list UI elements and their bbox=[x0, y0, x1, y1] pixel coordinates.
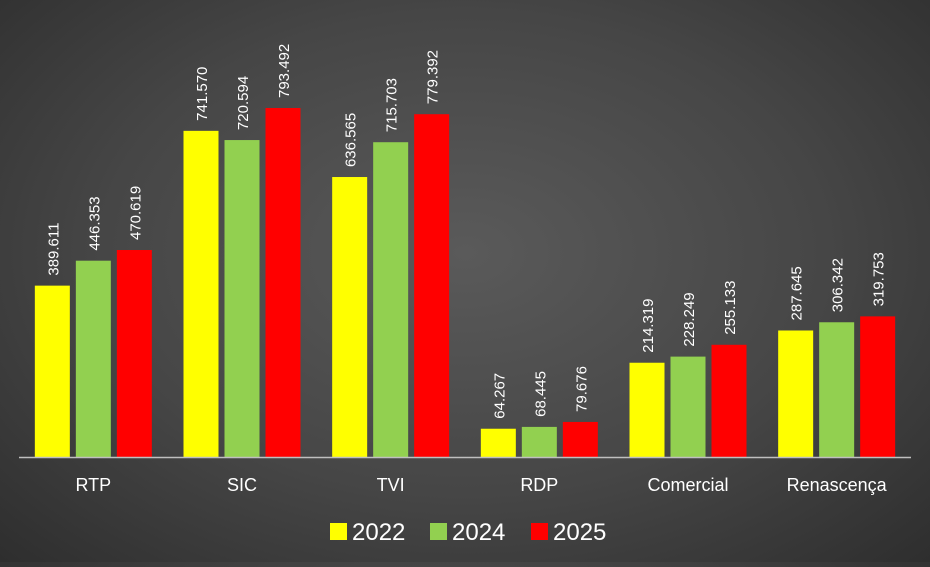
legend-swatch-2022 bbox=[330, 523, 347, 540]
x-tick-label: SIC bbox=[227, 475, 257, 495]
data-label: 255.133 bbox=[722, 281, 739, 335]
bar-2024-comercial bbox=[670, 356, 706, 457]
data-label: 64.267 bbox=[491, 373, 508, 419]
data-label: 741.570 bbox=[194, 67, 211, 121]
data-label: 389.611 bbox=[45, 223, 62, 276]
bar-2022-rdp bbox=[480, 428, 516, 457]
bar-2024-rdp bbox=[521, 426, 557, 457]
bar-2024-renascença bbox=[819, 322, 855, 457]
bar-2022-comercial bbox=[629, 362, 665, 457]
bar-2025-sic bbox=[265, 108, 301, 457]
data-label: 214.319 bbox=[640, 299, 657, 353]
bar-2025-rdp bbox=[562, 421, 598, 457]
data-label: 68.445 bbox=[532, 371, 549, 417]
data-label: 715.703 bbox=[384, 78, 401, 132]
data-label: 793.492 bbox=[276, 44, 293, 98]
data-label: 636.565 bbox=[343, 113, 360, 167]
bar-2022-renascença bbox=[778, 330, 814, 457]
data-label: 720.594 bbox=[235, 76, 252, 130]
bar-2024-rtp bbox=[75, 260, 111, 457]
data-label: 306.342 bbox=[830, 258, 847, 312]
x-tick-label: TVI bbox=[377, 475, 405, 495]
data-label: 446.353 bbox=[86, 196, 103, 250]
bar-2025-tvi bbox=[414, 114, 450, 458]
legend-label-2024: 2024 bbox=[452, 519, 505, 546]
x-tick-label: Comercial bbox=[647, 475, 728, 495]
bar-2025-rtp bbox=[116, 250, 152, 457]
data-label: 779.392 bbox=[425, 50, 442, 104]
bar-2022-rtp bbox=[34, 285, 70, 457]
legend-swatch-2025 bbox=[531, 523, 548, 540]
legend-swatch-2024 bbox=[430, 523, 447, 540]
x-tick-label: Renascença bbox=[787, 475, 888, 495]
bar-2025-renascença bbox=[860, 316, 896, 457]
x-tick-label: RTP bbox=[75, 475, 111, 495]
bar-2024-sic bbox=[224, 140, 260, 458]
bar-2024-tvi bbox=[373, 142, 409, 457]
legend-label-2025: 2025 bbox=[553, 519, 606, 546]
bar-2025-comercial bbox=[711, 344, 747, 457]
data-label: 319.753 bbox=[871, 252, 888, 306]
data-label: 470.619 bbox=[127, 186, 144, 240]
bar-2022-sic bbox=[183, 130, 219, 458]
data-label: 228.249 bbox=[681, 292, 698, 346]
bar-2022-tvi bbox=[332, 177, 368, 458]
x-tick-label: RDP bbox=[520, 475, 558, 495]
data-label: 79.676 bbox=[573, 366, 590, 412]
data-label: 287.645 bbox=[789, 266, 806, 320]
legend-label-2022: 2022 bbox=[352, 519, 405, 546]
